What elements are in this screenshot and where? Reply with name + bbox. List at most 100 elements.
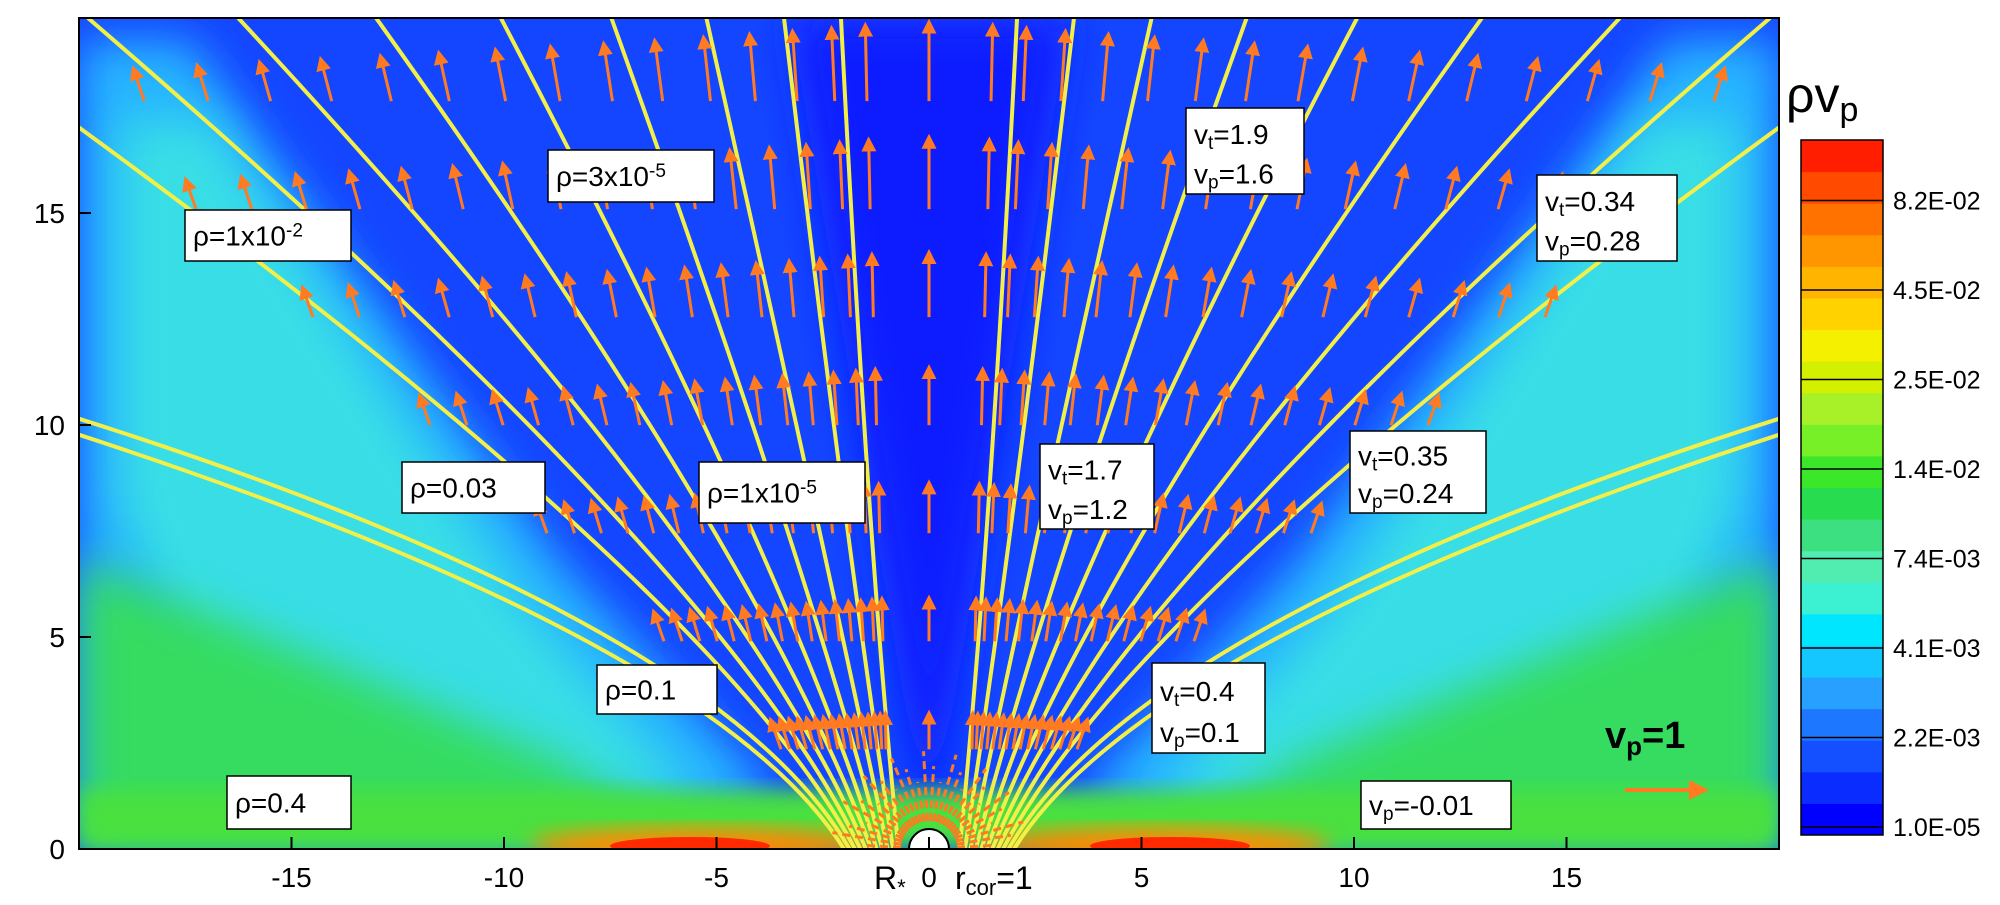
flow-vector	[193, 62, 210, 102]
colorbar-band	[1801, 613, 1883, 646]
text-part: =0.35	[1377, 440, 1448, 471]
colorbar-band	[1801, 392, 1883, 425]
colorbar-band	[1801, 487, 1883, 520]
flow-vector	[1192, 608, 1208, 642]
flow-vector	[861, 136, 877, 210]
colorbar-band	[1801, 582, 1883, 615]
flow-vector	[971, 480, 987, 534]
annotation-box	[1185, 107, 1305, 195]
flow-vector	[1156, 606, 1172, 642]
flow-vector	[1524, 55, 1542, 102]
annotation-box	[401, 461, 546, 514]
text-part: =0.1	[1185, 717, 1240, 748]
flow-vector	[545, 43, 562, 102]
annotation: ρ=1x10-5	[698, 461, 866, 524]
colorbar-band	[1801, 708, 1883, 741]
text-part: =0.34	[1564, 186, 1635, 217]
flow-vector	[813, 255, 829, 318]
flow-vector	[375, 52, 393, 102]
flow-vector	[433, 49, 451, 102]
annotation: ρ=0.4	[226, 775, 352, 830]
flow-vector	[524, 387, 541, 426]
flow-vector	[560, 499, 576, 534]
text-part: ρ=1x10	[193, 221, 286, 252]
flow-vector	[587, 497, 603, 534]
flow-vector	[490, 46, 508, 102]
annotation-text: vp=1.6	[1194, 159, 1274, 194]
flow-vector	[832, 831, 902, 846]
flow-vector	[1139, 605, 1154, 642]
flow-vector	[749, 259, 765, 318]
flow-vector	[1088, 603, 1104, 642]
annotation-text: ρ=0.03	[410, 473, 497, 504]
text-part: p	[1208, 172, 1219, 193]
flow-vector	[1350, 46, 1368, 102]
flow-vector	[841, 597, 857, 642]
text-part: ρv	[1786, 67, 1839, 123]
flow-vector	[865, 596, 881, 642]
text-part: p	[1383, 804, 1394, 825]
annotation-text: vp=0.1	[1160, 717, 1240, 752]
annotation-text: ρ=1x10-2	[193, 221, 303, 252]
flow-vector	[679, 264, 694, 318]
flow-vector	[815, 599, 831, 642]
text-part: =1.7	[1067, 455, 1122, 486]
colorbar-band	[1801, 329, 1883, 362]
colorbar-tick-label: 1.4E-02	[1893, 456, 1981, 484]
colorbar-tick-label: 4.1E-03	[1893, 635, 1981, 663]
flow-vector	[932, 781, 942, 822]
flow-vector	[800, 600, 816, 642]
flow-vector	[1240, 268, 1256, 318]
flow-vector	[776, 716, 792, 750]
x-tick-label: -15	[271, 862, 311, 893]
flow-vector	[828, 598, 844, 642]
text-part: =1	[996, 860, 1032, 896]
annotation: vt=1.9 vp=1.6	[1185, 107, 1305, 195]
flow-vector	[1042, 600, 1058, 642]
x-tick-label: -10	[484, 862, 524, 893]
flow-vector	[833, 713, 849, 750]
annotation: vt=0.4vp=0.1	[1151, 662, 1266, 754]
flow-vector	[785, 601, 801, 642]
flow-vector	[1105, 604, 1120, 642]
flow-vector	[1127, 262, 1143, 318]
flow-vector	[1018, 24, 1034, 102]
text-part: -2	[286, 221, 303, 242]
flow-vector	[1407, 277, 1424, 318]
x-tick-label: -5	[704, 862, 729, 893]
flow-vector	[782, 257, 798, 318]
annotation-box	[226, 775, 352, 830]
streamline	[838, 18, 901, 849]
contour-field	[79, 18, 1779, 849]
colorbar-band	[1801, 361, 1883, 394]
annotation-text: vt=1.9	[1194, 119, 1269, 154]
flow-vector	[1029, 255, 1045, 318]
text-part: v	[1048, 494, 1062, 525]
flow-vector	[842, 800, 906, 837]
flow-vector	[1027, 599, 1043, 642]
flow-vector	[1164, 264, 1179, 318]
flow-vector	[848, 824, 903, 843]
flow-vector	[390, 279, 407, 318]
flow-vector	[1202, 495, 1218, 534]
annotation-text: vt=0.35	[1358, 440, 1448, 475]
flow-vector	[1283, 385, 1299, 426]
flow-vector	[879, 780, 915, 828]
flow-vector	[686, 606, 702, 642]
flow-vector	[956, 843, 997, 849]
colorbar-band	[1801, 234, 1883, 267]
flow-vector	[345, 168, 362, 210]
streamline	[1001, 125, 1779, 849]
text-part: ρ=0.1	[605, 675, 676, 706]
annotation: ρ=0.03	[401, 461, 546, 514]
flow-vector	[754, 603, 770, 642]
colorbar-band	[1801, 645, 1883, 678]
annotation-box	[596, 664, 718, 715]
streamline	[957, 18, 1020, 849]
flow-vector	[299, 284, 315, 318]
flow-vector	[994, 367, 1010, 426]
flow-vector	[704, 605, 719, 642]
flow-vector	[1057, 601, 1073, 642]
